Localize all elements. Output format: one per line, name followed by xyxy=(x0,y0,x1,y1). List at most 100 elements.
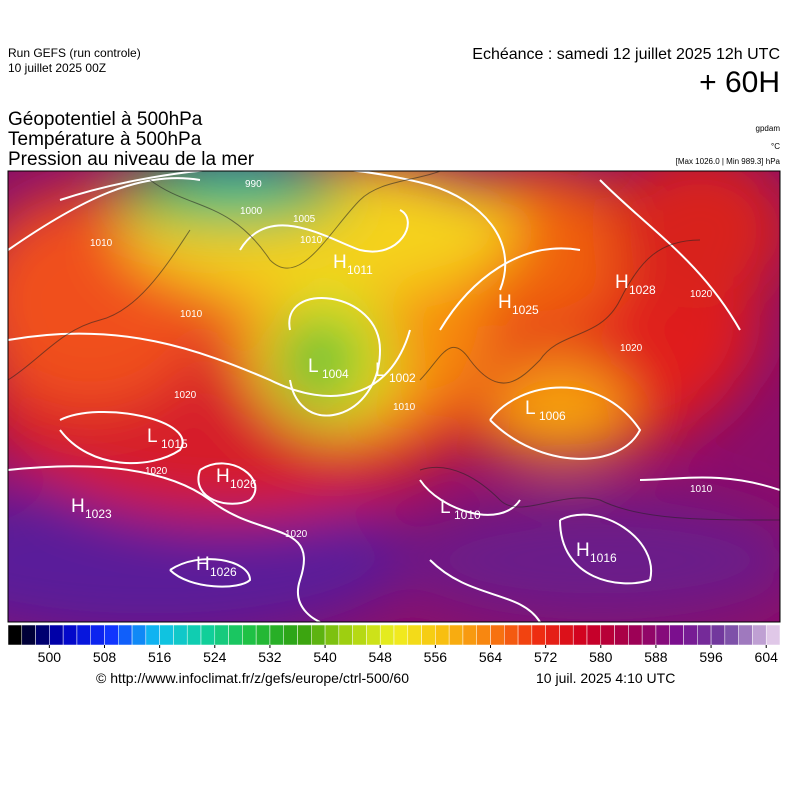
isobar-label: 1010 xyxy=(180,309,203,320)
colorbar-swatch xyxy=(600,624,615,646)
colorbar-swatch xyxy=(118,624,133,646)
colorbar-swatch xyxy=(297,624,312,646)
colorbar-swatch xyxy=(710,624,726,646)
colorbar-swatch xyxy=(159,624,174,646)
isobar-label: 1005 xyxy=(293,214,316,225)
field-1: Géopotentiel à 500hPa xyxy=(8,109,203,130)
colorbar-swatch xyxy=(407,624,422,646)
colorbar-swatch xyxy=(366,624,381,646)
unit-3: [Max 1026.0 | Min 989.3] hPa xyxy=(675,157,780,166)
coastlines xyxy=(8,171,780,521)
colorbar-swatch xyxy=(517,624,533,646)
isobar-label: 990 xyxy=(245,179,262,190)
center-value: 1002 xyxy=(389,371,416,385)
field-shading xyxy=(8,171,780,622)
field-3: Pression au niveau de la mer xyxy=(8,149,255,170)
colorbar-swatch xyxy=(641,624,657,646)
unit-1: gpdam xyxy=(755,124,780,133)
colorbar-swatch xyxy=(21,624,36,646)
colorbar-label: 532 xyxy=(258,649,282,665)
isobars xyxy=(8,171,780,622)
colorbar-label: 500 xyxy=(38,649,62,665)
colorbar-label: 588 xyxy=(644,649,668,665)
colorbar-swatch xyxy=(448,624,464,646)
colorbar-swatch xyxy=(765,624,781,646)
colorbar-label: 572 xyxy=(534,649,558,665)
colorbar-label: 516 xyxy=(148,649,172,665)
center-type: H xyxy=(615,272,629,293)
isobar-label: 1020 xyxy=(690,289,713,300)
isobar-label: 1020 xyxy=(145,466,168,477)
isobar-label: 1000 xyxy=(240,206,263,217)
issue-time: 10 juil. 2025 4:10 UTC xyxy=(536,670,676,686)
colorbar-swatch xyxy=(752,624,767,646)
colorbar-swatch xyxy=(255,624,271,646)
colorbar-swatch xyxy=(76,624,91,646)
colorbar-swatch xyxy=(242,624,257,646)
colorbar-label: 604 xyxy=(755,649,779,665)
center-type: H xyxy=(576,540,590,561)
isobar-label: 1010 xyxy=(300,235,323,246)
colorbar-swatch xyxy=(214,624,229,646)
colorbar-swatch xyxy=(435,624,450,646)
center-value: 1010 xyxy=(454,508,481,522)
lead-time: + 60H xyxy=(699,66,780,99)
colorbar-swatch xyxy=(476,624,491,646)
colorbar-swatch xyxy=(379,624,395,646)
isobar-label: 1010 xyxy=(90,238,113,249)
center-value: 1028 xyxy=(629,283,656,297)
colorbar-swatch xyxy=(490,624,505,646)
center-type: H xyxy=(498,292,512,313)
colorbar-label: 596 xyxy=(699,649,723,665)
center-type: H xyxy=(216,466,230,487)
colorbar-swatch xyxy=(7,624,23,646)
center-value: 1015 xyxy=(161,437,188,451)
colorbar-swatch xyxy=(338,624,353,646)
isobar-label: 1010 xyxy=(393,402,416,413)
colorbar-swatch xyxy=(628,624,643,646)
center-value: 1011 xyxy=(347,263,373,277)
colorbar-swatch xyxy=(669,624,684,646)
colorbar-swatch xyxy=(545,624,560,646)
center-value: 1023 xyxy=(85,507,112,521)
center-type: H xyxy=(71,496,85,517)
colorbar-swatch xyxy=(738,624,753,646)
echeance: Echéance : samedi 12 juillet 2025 12h UT… xyxy=(472,46,780,63)
colorbar-swatch xyxy=(228,624,243,646)
colorbar-swatch xyxy=(200,624,216,646)
colorbar-swatch xyxy=(186,624,202,646)
colorbar-swatch xyxy=(683,624,698,646)
colorbar-swatch xyxy=(352,624,367,646)
center-value: 1026 xyxy=(210,565,237,579)
colorbar-swatch xyxy=(421,624,436,646)
center-value: 1016 xyxy=(590,551,617,565)
center-type: L xyxy=(440,497,451,518)
center-type: L xyxy=(147,426,158,447)
run-date: 10 juillet 2025 00Z xyxy=(8,61,107,75)
colorbar-swatch xyxy=(35,624,50,646)
colorbar-label: 564 xyxy=(479,649,503,665)
colorbar-swatch xyxy=(145,624,160,646)
source-url: © http://www.infoclimat.fr/z/gefs/europe… xyxy=(96,670,410,686)
colorbar-swatch xyxy=(724,624,739,646)
center-type: H xyxy=(196,554,210,575)
colorbar-swatch xyxy=(462,624,477,646)
colorbar-swatch xyxy=(504,624,519,646)
field-2: Température à 500hPa xyxy=(8,129,202,150)
colorbar-swatch xyxy=(104,624,119,646)
colorbar-swatch xyxy=(62,624,78,646)
map-frame xyxy=(7,170,781,623)
isobar-label: 1020 xyxy=(174,390,197,401)
center-type: L xyxy=(308,356,319,377)
isobar-label: 1020 xyxy=(620,343,643,354)
colorbar-swatch xyxy=(49,624,64,646)
colorbar-swatch xyxy=(614,624,629,646)
colorbar-swatch xyxy=(559,624,574,646)
colorbar-swatch xyxy=(697,624,712,646)
colorbar-label: 548 xyxy=(369,649,393,665)
colorbar-swatch xyxy=(173,624,188,646)
center-type: L xyxy=(375,360,386,381)
